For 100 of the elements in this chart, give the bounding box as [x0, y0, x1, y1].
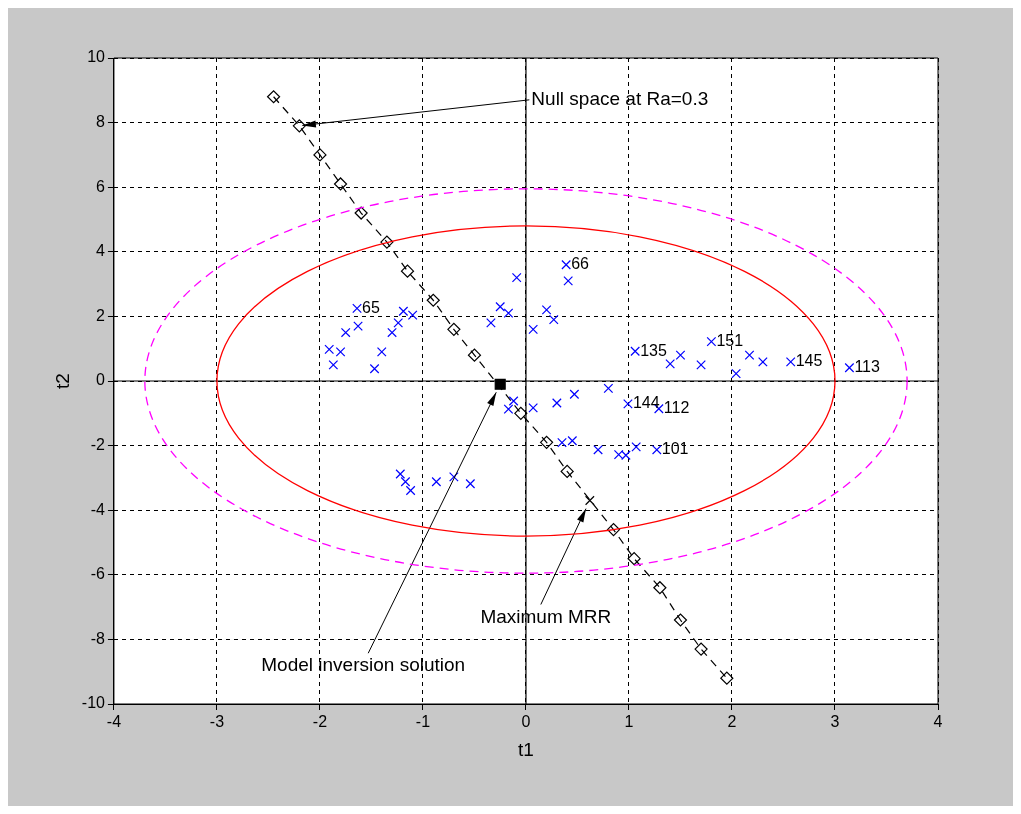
point [387, 327, 397, 338]
point [353, 321, 363, 331]
point [631, 442, 642, 452]
y-tick-label: 2 [96, 306, 106, 324]
point [603, 383, 614, 394]
point [335, 347, 346, 357]
point [673, 613, 688, 627]
point [393, 318, 404, 328]
point [706, 336, 717, 347]
y-tick-label: 8 [96, 113, 106, 131]
y-tick-label: 4 [96, 242, 106, 260]
point [514, 406, 528, 420]
point [324, 344, 335, 355]
annotation: 65 [362, 298, 380, 316]
point [503, 308, 514, 319]
point [369, 363, 380, 374]
point [313, 148, 327, 162]
point [539, 435, 554, 449]
point [292, 119, 306, 133]
point [333, 177, 348, 191]
x-tick-label: 0 [521, 713, 531, 731]
point [621, 450, 631, 461]
annotation: 66 [571, 255, 590, 273]
point [720, 671, 734, 685]
point [665, 359, 676, 369]
point [675, 350, 686, 360]
point [569, 389, 580, 400]
point [630, 346, 640, 357]
point [376, 347, 387, 357]
point [405, 485, 416, 496]
point [398, 306, 409, 317]
point [560, 464, 574, 479]
y-tick-label: -6 [90, 565, 106, 583]
point [340, 327, 351, 338]
y-tick-label: -4 [90, 500, 106, 518]
point [380, 235, 394, 249]
point [606, 522, 621, 537]
y-tick-label: 10 [87, 48, 106, 66]
point [696, 360, 706, 370]
point [627, 552, 641, 566]
y-tick-label: 6 [96, 177, 106, 195]
y-tick-label: 0 [96, 371, 106, 389]
point [557, 437, 567, 448]
x-tick-label: -3 [209, 713, 225, 731]
point [593, 444, 603, 455]
point [561, 259, 571, 270]
annotation: Null space at Ra=0.3 [531, 88, 709, 110]
point [266, 90, 281, 104]
y-tick-label: -10 [81, 694, 106, 712]
annotation: 112 [663, 399, 690, 417]
annotation: Model inversion solution [261, 654, 466, 676]
point [400, 476, 411, 487]
point [567, 435, 578, 446]
annotation: 135 [640, 341, 667, 359]
point [426, 293, 440, 307]
annotation: 101 [661, 440, 689, 458]
annotation: 113 [854, 358, 881, 376]
point [467, 348, 482, 362]
x-tick-label: 2 [727, 713, 737, 731]
point [352, 303, 362, 314]
point [758, 357, 768, 367]
y-axis-title: t2 [51, 373, 73, 389]
point [431, 476, 442, 487]
point [552, 398, 562, 408]
point [541, 305, 552, 315]
point [395, 469, 406, 479]
point [447, 322, 461, 336]
point [653, 581, 667, 595]
x-tick-label: -1 [415, 713, 431, 731]
point [694, 642, 708, 656]
point [731, 368, 741, 379]
annotation: 151 [716, 332, 744, 349]
point [651, 444, 662, 455]
point [844, 362, 855, 373]
point [528, 402, 539, 413]
point [744, 350, 755, 360]
x-tick-label: 4 [933, 713, 943, 731]
point [486, 318, 496, 328]
x-tick-label: 3 [830, 713, 840, 731]
point [584, 495, 595, 506]
y-tick-label: -2 [90, 436, 106, 454]
point [508, 396, 519, 406]
annotation: 144 [632, 394, 660, 412]
point [528, 324, 539, 335]
point [354, 206, 368, 220]
point [563, 276, 574, 286]
point [503, 404, 514, 414]
point [495, 301, 506, 312]
point [400, 264, 415, 278]
point [613, 449, 624, 460]
annotation: 145 [795, 352, 823, 370]
point [548, 314, 559, 325]
point [407, 310, 418, 320]
point [785, 357, 796, 367]
point [465, 478, 476, 489]
x-tick-label: 1 [624, 713, 634, 731]
x-axis-title: t1 [518, 738, 534, 760]
point [511, 272, 522, 283]
point [623, 399, 633, 409]
point [449, 472, 459, 482]
